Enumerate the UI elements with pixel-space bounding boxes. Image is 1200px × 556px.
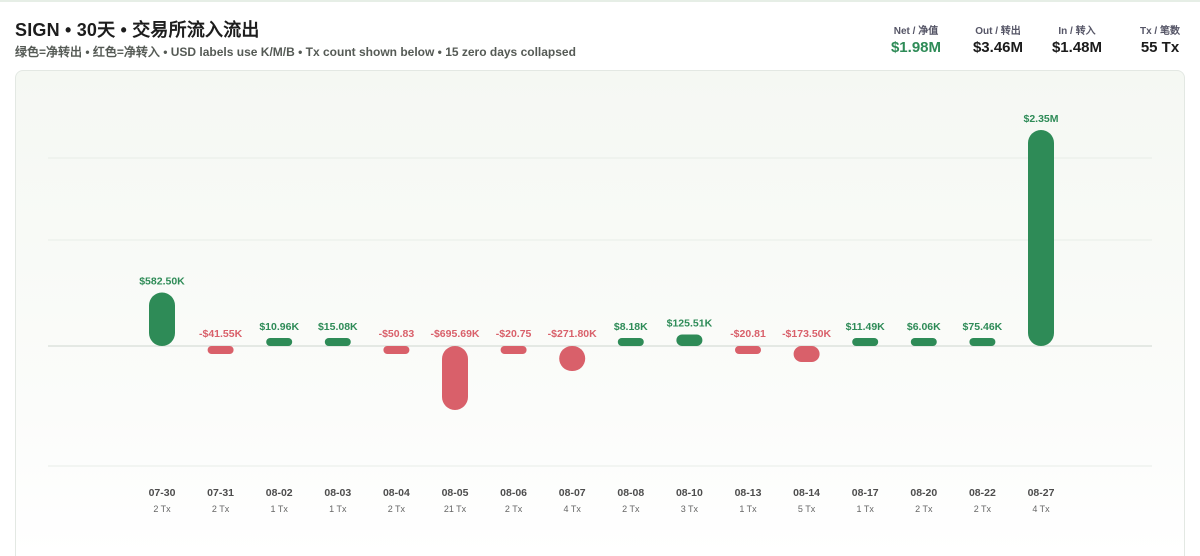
bar [149,292,175,346]
stat-out-label: Out / 转出 [975,26,1021,37]
tx-count-label: 4 Tx [1032,504,1050,514]
bar-value-label: $8.18K [614,321,648,333]
bar [500,346,527,354]
x-tick-label: 08-07 [559,487,586,499]
stat-tx-value: 55 Tx [1140,39,1180,56]
x-tick-label: 08-14 [793,487,820,499]
stat-tx: Tx / 笔数 55 Tx [1128,22,1192,56]
tx-count-label: 2 Tx [505,504,523,514]
bar-value-label: $125.51K [667,317,713,329]
stat-in-value: $1.48M [1051,39,1103,56]
bar-value-label: $10.96K [259,321,299,333]
tx-count-label: 4 Tx [564,504,582,514]
top-border [0,0,1200,2]
bar-value-label: $582.50K [139,275,185,287]
stat-out-value: $3.46M [972,39,1024,56]
x-tick-label: 08-27 [1028,487,1055,499]
bar [617,338,644,346]
x-tick-label: 08-03 [324,487,351,499]
bar [793,346,820,362]
bar-value-label: -$50.83 [379,328,415,340]
tx-count-label: 2 Tx [974,504,992,514]
tx-count-label: 2 Tx [915,504,933,514]
bar [735,346,761,354]
bar-value-label: $75.46K [963,321,1003,333]
tx-count-label: 2 Tx [388,504,406,514]
x-tick-label: 08-02 [266,487,293,499]
bar-value-label: -$173.50K [782,328,831,340]
tx-count-label: 2 Tx [212,504,230,514]
x-tick-label: 08-04 [383,487,410,499]
bar [1028,130,1054,346]
page-title: SIGN • 30天 • 交易所流入流出 [15,20,260,40]
tx-count-label: 2 Tx [622,504,640,514]
x-tick-label: 08-08 [617,487,644,499]
tx-count-label: 2 Tx [153,504,171,514]
bar-value-label: -$271.80K [548,328,597,340]
x-tick-label: 08-17 [852,487,879,499]
x-tick-label: 08-20 [910,487,937,499]
stat-net: Net / 净值 $1.98M [880,22,952,56]
bar [442,346,468,410]
bar [559,346,586,371]
tx-count-label: 1 Tx [857,504,875,514]
stat-in-label: In / 转入 [1058,26,1096,37]
bar [383,346,410,354]
bar-value-label: $2.35M [1023,113,1058,125]
stat-net-value: $1.98M [890,39,942,56]
bar [676,334,703,346]
bar [852,338,879,346]
bar-value-label: $6.06K [907,321,941,333]
stat-tx-label: Tx / 笔数 [1139,26,1180,37]
bar [266,338,293,346]
x-tick-label: 08-05 [442,487,469,499]
x-tick-label: 07-30 [149,487,176,499]
bar [910,338,937,346]
bar [969,338,996,346]
stat-net-label: Net / 净值 [893,26,939,37]
bar-value-label: -$20.81 [730,328,766,340]
bar-value-label: -$41.55K [199,328,243,340]
stat-in: In / 转入 $1.48M [1041,22,1113,56]
bar [324,338,351,346]
tx-count-label: 21 Tx [444,504,467,514]
tx-count-label: 3 Tx [681,504,699,514]
tx-count-label: 1 Tx [739,504,757,514]
bar-value-label: $11.49K [846,321,886,333]
x-tick-label: 08-06 [500,487,527,499]
x-tick-label: 08-22 [969,487,996,499]
chart-panel [15,70,1185,556]
page-subtitle: 绿色=净转出 • 红色=净转入 • USD labels use K/M/B •… [15,45,576,59]
bar-value-label: $15.08K [318,321,358,333]
tx-count-label: 1 Tx [271,504,289,514]
bar-value-label: -$695.69K [430,328,479,340]
tx-count-label: 1 Tx [329,504,347,514]
stat-out: Out / 转出 $3.46M [962,22,1034,56]
bar [207,346,234,354]
bar-value-label: -$20.75 [496,328,532,340]
tx-count-label: 5 Tx [798,504,816,514]
x-tick-label: 07-31 [207,487,234,499]
x-tick-label: 08-10 [676,487,703,499]
x-tick-label: 08-13 [735,487,762,499]
